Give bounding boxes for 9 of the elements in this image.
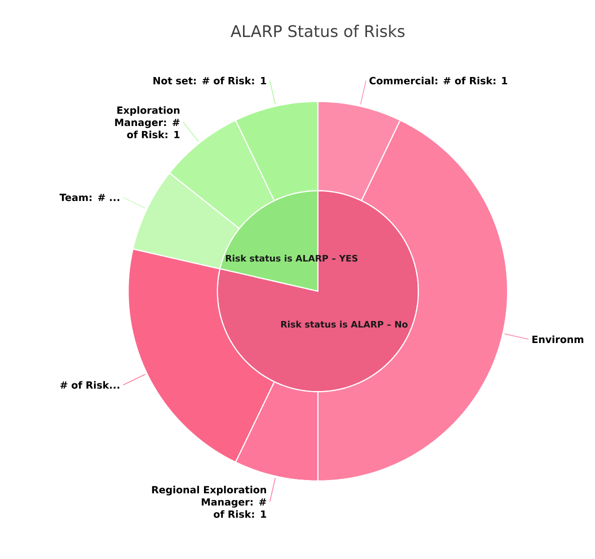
chart-title: ALARP Status of Risks (230, 24, 404, 38)
slice-label: Risk status is ALARP – No (281, 320, 408, 328)
slice-label: Commercial: # of Risk: 1 (369, 76, 508, 84)
slice-label: # of Risk... (60, 381, 120, 389)
slice-label: Environm (532, 336, 584, 344)
slice-label: Regional Exploration Manager: # of Risk: 1 (152, 486, 266, 518)
slice-label: Team: # ... (60, 194, 120, 202)
slice-label: Exploration Manager: # of Risk: 1 (115, 106, 180, 138)
slice-label: Not set: # of Risk: 1 (153, 76, 266, 84)
